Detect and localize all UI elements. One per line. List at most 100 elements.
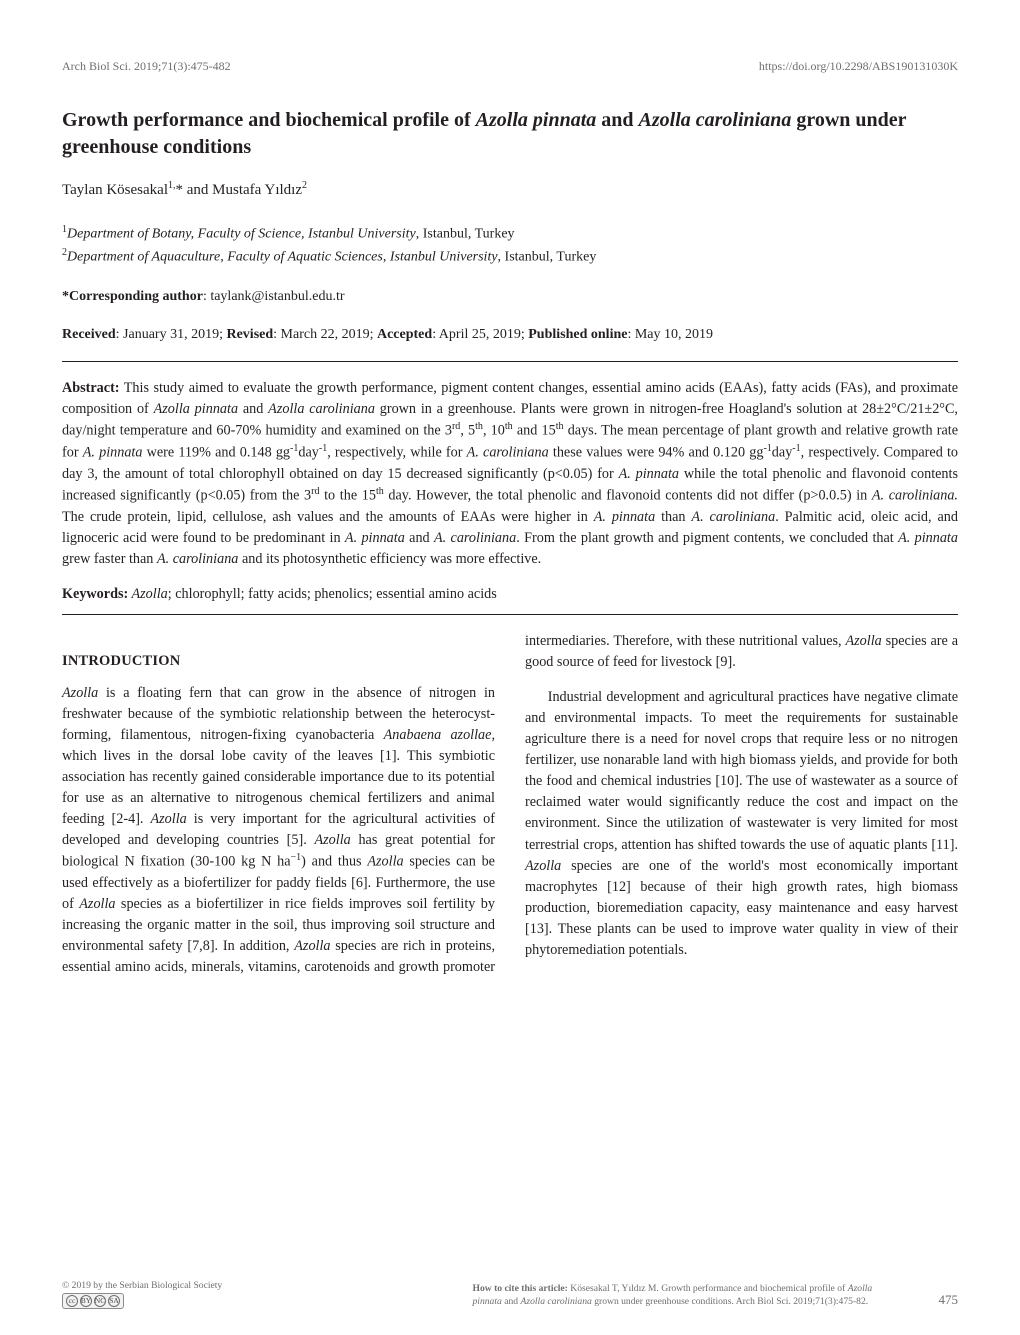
howto-label: How to cite this article:	[473, 1283, 568, 1294]
cc-license-icon: cc BY NC SA	[62, 1293, 124, 1309]
abstract-text: to the 15	[319, 488, 376, 504]
affiliations: 1Department of Botany, Faculty of Scienc…	[62, 222, 958, 269]
ordinal-sup: th	[505, 421, 513, 432]
affil-1-tail: , Istanbul, Turkey	[416, 227, 515, 242]
body-text: Industrial development and agricultural …	[525, 689, 958, 852]
abstract-label: Abstract:	[62, 380, 120, 396]
published-label: Published online	[528, 327, 627, 342]
page-number: 475	[939, 1291, 959, 1309]
how-to-cite: How to cite this article: Kösesakal T, Y…	[473, 1283, 903, 1309]
affiliation-2: 2Department of Aquaculture, Faculty of A…	[62, 245, 958, 268]
genus-name: Azolla	[79, 896, 115, 912]
abstract-species: A. caroliniana.	[872, 488, 958, 504]
divider-rule	[62, 614, 958, 615]
affil-2-tail: , Istanbul, Turkey	[498, 250, 597, 265]
corresponding-author: *Corresponding author: taylank@istanbul.…	[62, 287, 958, 307]
abstract-text: , 5	[460, 423, 475, 439]
abstract-text: , respectively, while for	[327, 445, 466, 461]
howto-species: Azolla caroliniana	[520, 1296, 591, 1307]
unit-sup: -1	[319, 443, 327, 454]
unit-sup: -1	[792, 443, 800, 454]
accepted-date: : April 25, 2019;	[432, 327, 528, 342]
keywords-list: ; chlorophyll; fatty acids; phenolics; e…	[168, 586, 497, 602]
abstract: Abstract: This study aimed to evaluate t…	[62, 378, 958, 569]
cc-glyph: SA	[108, 1295, 120, 1307]
howto-text: and	[502, 1296, 521, 1307]
revised-label: Revised	[226, 327, 273, 342]
title-species-2: Azolla caroliniana	[639, 109, 792, 131]
abstract-text: . From the plant growth and pigment cont…	[516, 530, 898, 546]
ordinal-sup: th	[376, 486, 384, 497]
abstract-text: day	[298, 445, 319, 461]
author-1-star: *	[176, 182, 184, 198]
genus-name: Azolla	[314, 832, 350, 848]
abstract-species: A. caroliniana	[157, 551, 238, 567]
footer-left: © 2019 by the Serbian Biological Society…	[62, 1280, 222, 1309]
abstract-species: Azolla pinnata	[154, 401, 238, 417]
keywords-italic: Azolla	[128, 586, 168, 602]
corr-email[interactable]: taylank@istanbul.edu.tr	[210, 289, 344, 304]
revised-date: : March 22, 2019;	[273, 327, 377, 342]
publication-dates: Received: January 31, 2019; Revised: Mar…	[62, 325, 958, 345]
abstract-text: and	[405, 530, 434, 546]
genus-name: Azolla	[294, 938, 330, 954]
body-text: species are one of the world's most econ…	[525, 858, 958, 958]
genus-name: Azolla	[150, 811, 186, 827]
unit-sup: −1	[291, 852, 302, 863]
author-2-affil-sup: 2	[302, 180, 307, 191]
abstract-species: A. caroliniana	[434, 530, 516, 546]
published-date: : May 10, 2019	[627, 327, 713, 342]
author-1-affil-sup: 1,	[168, 180, 176, 191]
cc-glyph: BY	[80, 1295, 92, 1307]
title-text: Growth performance and biochemical profi…	[62, 109, 476, 131]
genus-name: Azolla	[367, 854, 403, 870]
abstract-text: , 10	[483, 423, 505, 439]
abstract-species: A. pinnata	[345, 530, 405, 546]
body-text: ) and thus	[301, 854, 367, 870]
affil-2-dept: Department of Aquaculture, Faculty of Aq…	[67, 250, 498, 265]
ordinal-sup: th	[475, 421, 483, 432]
corr-label: *Corresponding author	[62, 289, 203, 304]
page-footer: © 2019 by the Serbian Biological Society…	[62, 1280, 958, 1309]
journal-reference: Arch Biol Sci. 2019;71(3):475-482	[62, 58, 231, 75]
body-columns: INTRODUCTION Azolla is a floating fern t…	[62, 631, 958, 977]
abstract-text: grew faster than	[62, 551, 157, 567]
abstract-species: A. pinnata	[619, 466, 679, 482]
abstract-species: A. caroliniana	[691, 509, 775, 525]
abstract-text: The crude protein, lipid, cellulose, ash…	[62, 509, 594, 525]
title-text: and	[596, 109, 638, 131]
doi-link[interactable]: https://doi.org/10.2298/ABS190131030K	[759, 58, 958, 75]
abstract-species: A. caroliniana	[467, 445, 549, 461]
divider-rule	[62, 361, 958, 362]
section-heading-introduction: INTRODUCTION	[62, 651, 495, 672]
abstract-species: Azolla caroliniana	[268, 401, 375, 417]
abstract-text: day. However, the total phenolic and fla…	[384, 488, 872, 504]
abstract-text: day	[772, 445, 793, 461]
genus-name: Azolla	[525, 858, 561, 874]
genus-name: Azolla	[62, 685, 98, 701]
running-header: Arch Biol Sci. 2019;71(3):475-482 https:…	[62, 58, 958, 75]
received-label: Received	[62, 327, 116, 342]
title-species-1: Azolla pinnata	[476, 109, 597, 131]
author-2: Mustafa Yıldız	[212, 182, 302, 198]
ordinal-sup: th	[556, 421, 564, 432]
abstract-text: and its photosynthetic efficiency was mo…	[238, 551, 541, 567]
howto-text: Kösesakal T, Yıldız M. Growth performanc…	[568, 1283, 848, 1294]
abstract-text: and	[238, 401, 268, 417]
abstract-species: A. pinnata	[898, 530, 958, 546]
cc-glyph: cc	[66, 1295, 78, 1307]
species-name: Anabaena azollae,	[384, 727, 495, 743]
affil-1-dept: Department of Botany, Faculty of Science…	[67, 227, 416, 242]
copyright-text: © 2019 by the Serbian Biological Society	[62, 1280, 222, 1293]
received-date: : January 31, 2019;	[116, 327, 227, 342]
genus-name: Azolla	[845, 633, 881, 649]
author-list: Taylan Kösesakal1,* and Mustafa Yıldız2	[62, 179, 958, 202]
affiliation-1: 1Department of Botany, Faculty of Scienc…	[62, 222, 958, 245]
abstract-text: and 15	[513, 423, 556, 439]
howto-text: grown under greenhouse conditions. Arch …	[592, 1296, 868, 1307]
unit-sup: -1	[763, 443, 771, 454]
abstract-species: A. pinnata	[594, 509, 655, 525]
keywords-label: Keywords:	[62, 586, 128, 602]
article-title: Growth performance and biochemical profi…	[62, 107, 958, 161]
abstract-text: were 119% and 0.148 gg	[142, 445, 290, 461]
